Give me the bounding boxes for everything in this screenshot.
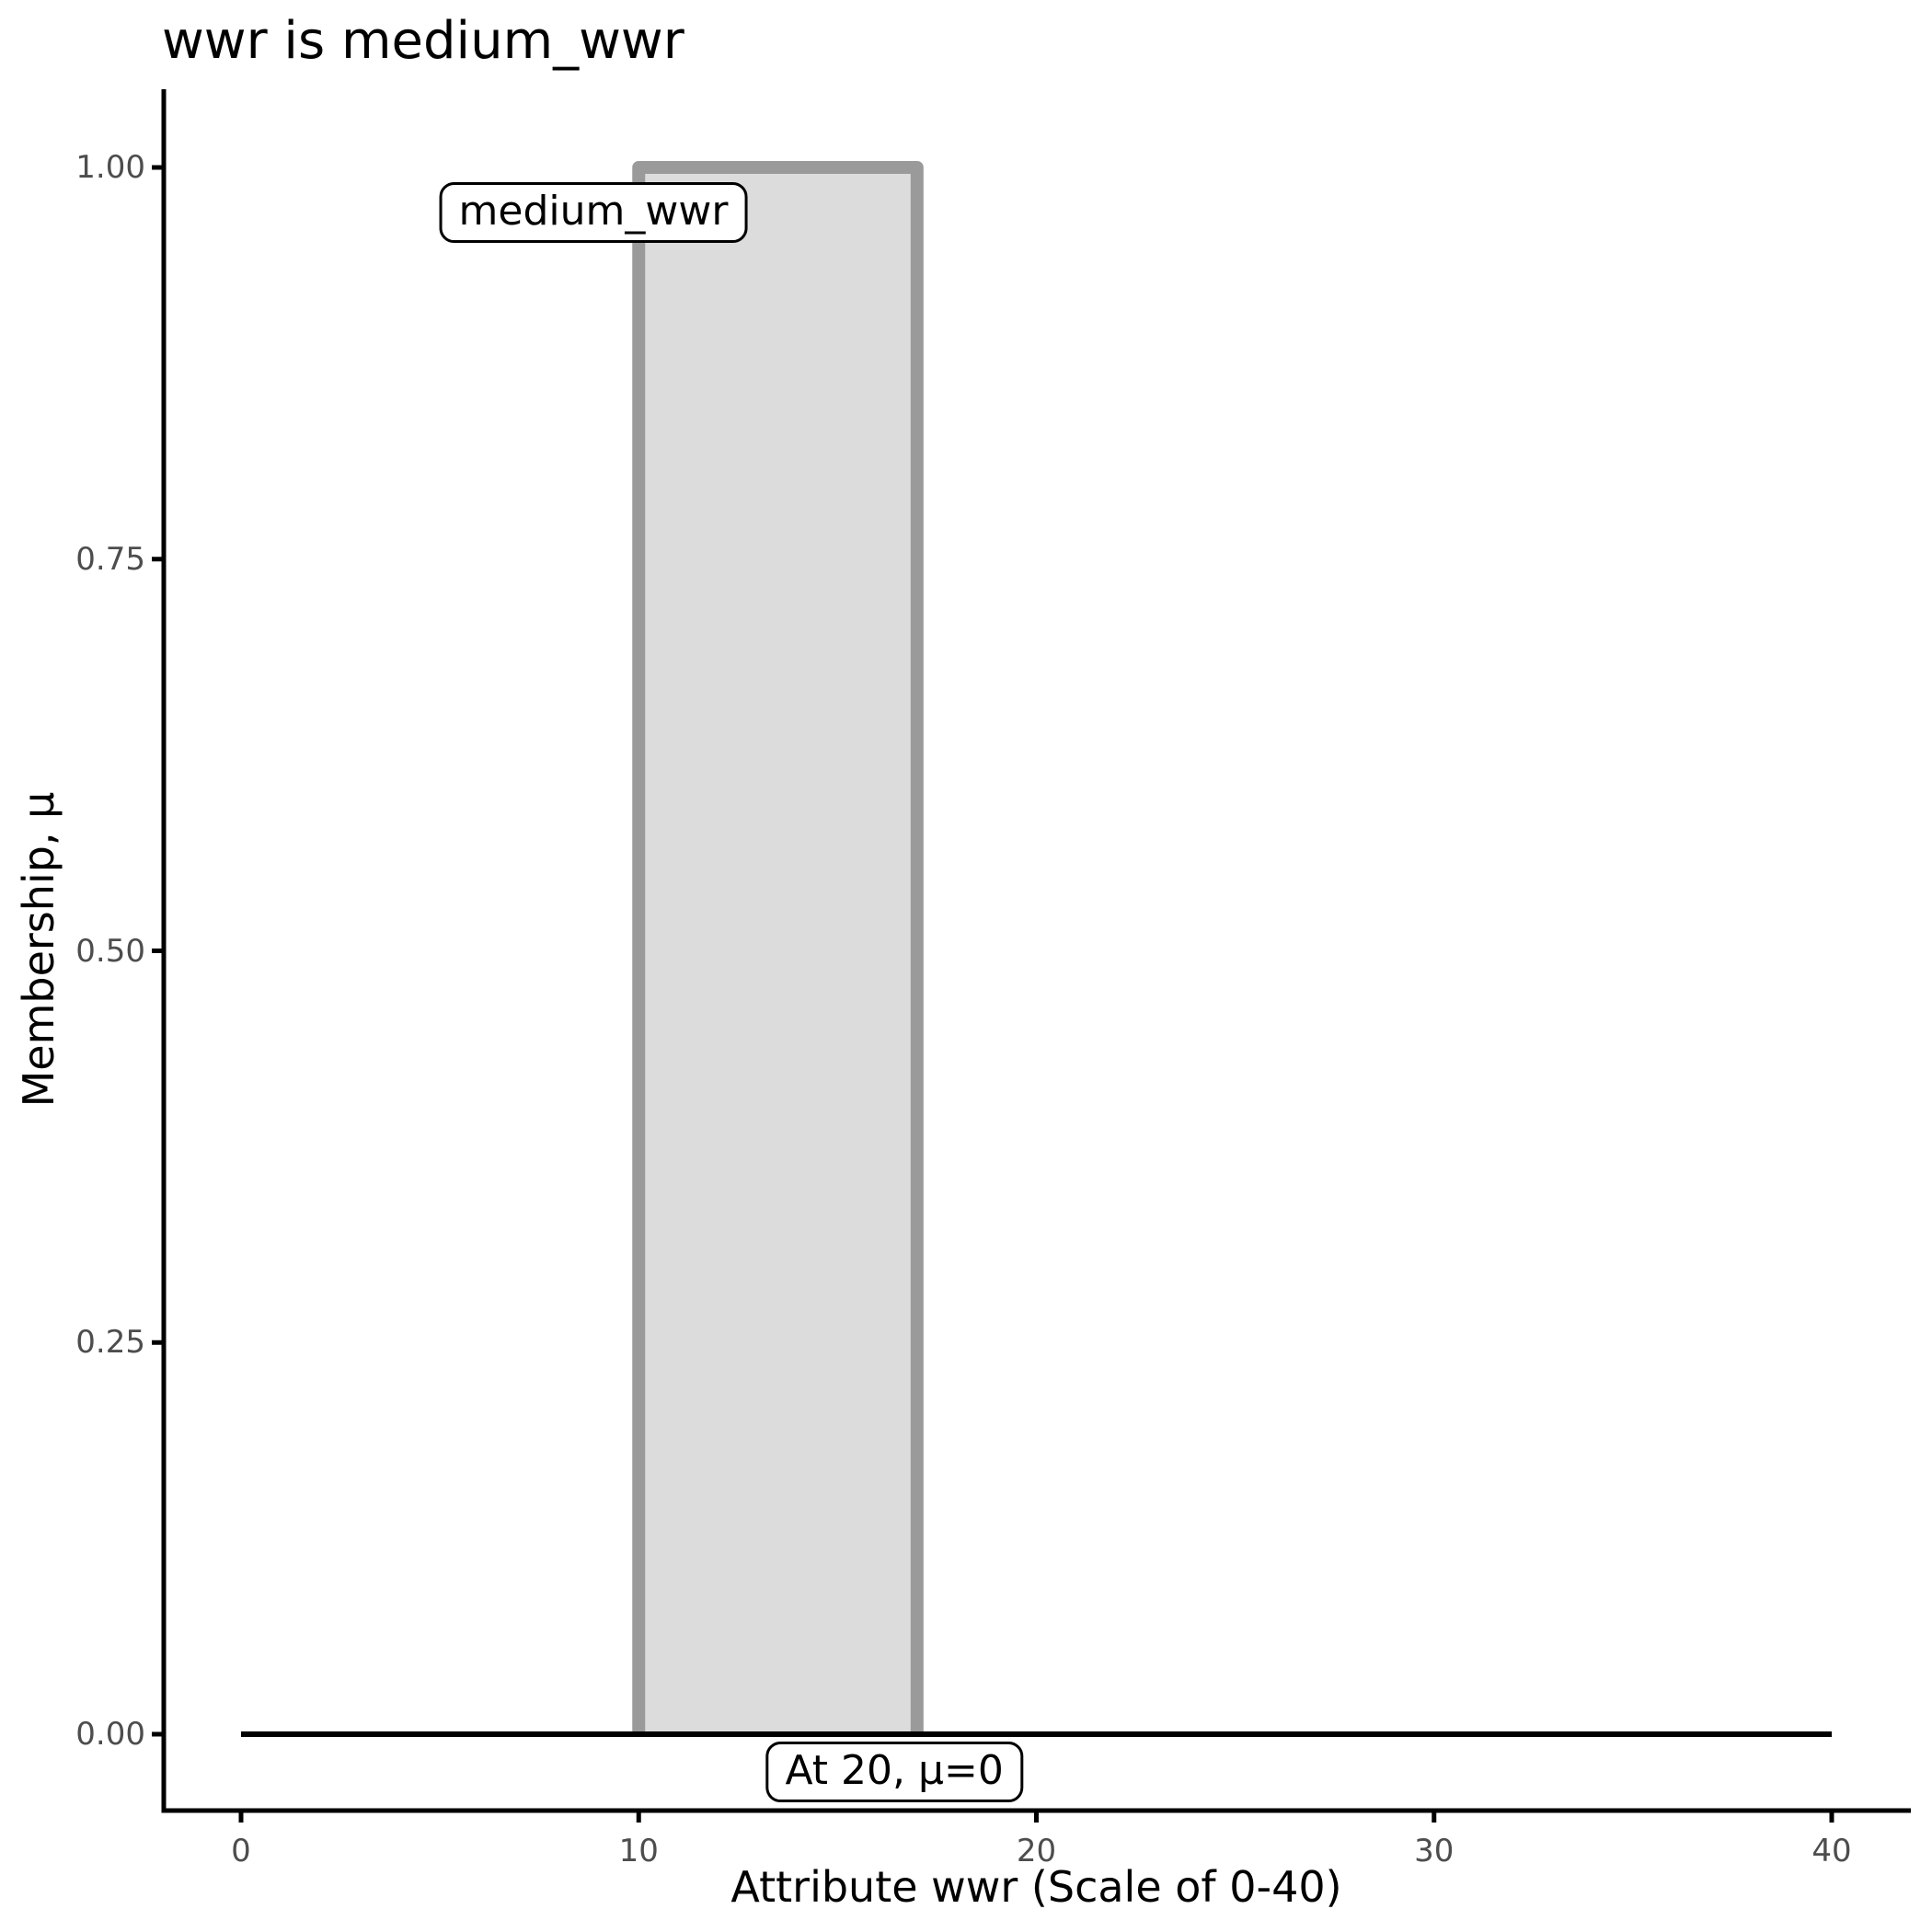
x-axis-ticks <box>238 1811 1834 1823</box>
y-tick-label: 0.75 <box>75 540 145 578</box>
x-tick-label: 20 <box>1016 1833 1057 1869</box>
y-axis-ticks <box>152 165 164 1737</box>
y-tick-label: 0.25 <box>75 1324 145 1362</box>
annotation-label: At 20, μ=0 <box>765 1741 1023 1802</box>
x-axis-title: Attribute wwr (Scale of 0-40) <box>730 1862 1342 1912</box>
y-tick-label: 1.00 <box>75 149 145 186</box>
x-tick-label: 10 <box>618 1833 659 1869</box>
y-tick-label: 0.50 <box>75 932 145 970</box>
x-tick-label: 0 <box>231 1833 251 1869</box>
x-tick-label: 40 <box>1811 1833 1852 1869</box>
chart-title: wwr is medium_wwr <box>162 11 684 71</box>
annotation-label: medium_wwr <box>439 182 748 244</box>
x-tick-label: 30 <box>1414 1833 1455 1869</box>
membership-set-shape <box>632 161 924 1737</box>
y-tick-label: 0.00 <box>75 1716 145 1753</box>
